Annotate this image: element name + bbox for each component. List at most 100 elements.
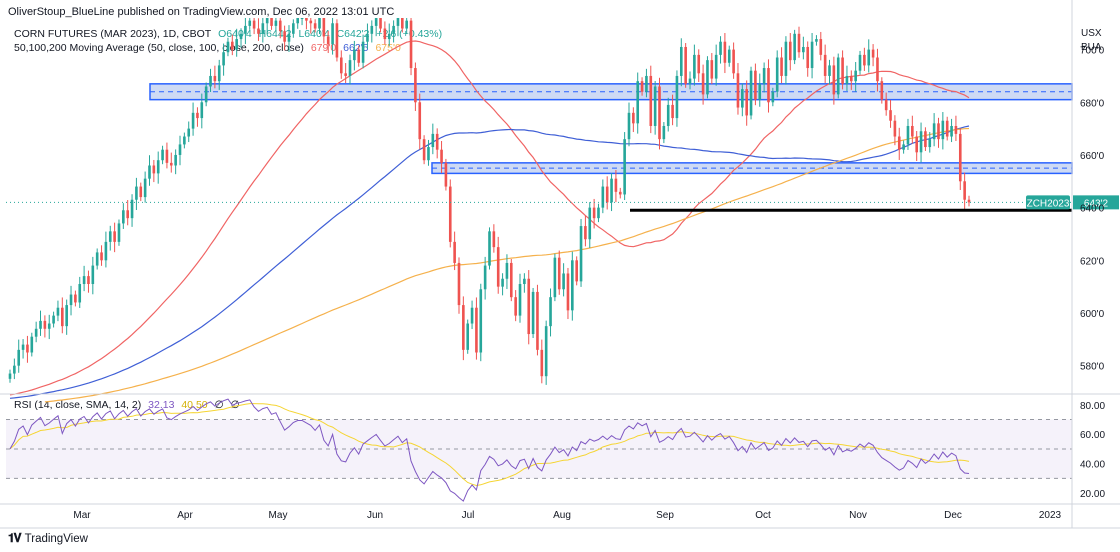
candle: [453, 231, 456, 271]
candle: [335, 19, 339, 62]
candle: [156, 151, 160, 184]
candle-body: [706, 60, 709, 95]
candle-body: [61, 307, 64, 327]
symbol-tag: [1026, 195, 1070, 210]
candle-body: [649, 75, 653, 126]
candle: [732, 42, 735, 79]
candle-body: [126, 210, 130, 219]
candle: [584, 215, 587, 247]
candle-body: [379, 18, 382, 29]
ma50-value: 679'0: [310, 42, 337, 54]
candle: [540, 339, 544, 384]
candle-body: [104, 241, 108, 261]
candle: [13, 358, 16, 380]
candle-body: [222, 52, 225, 66]
candle-body: [65, 305, 68, 327]
candle: [47, 314, 51, 340]
candle-body: [457, 262, 461, 306]
candle: [235, 28, 238, 57]
candle-body: [43, 320, 47, 329]
candle: [693, 44, 696, 86]
candle-body: [191, 112, 195, 129]
candle-body: [496, 247, 500, 287]
candle-body: [754, 70, 757, 100]
time-tick-label: Jul: [462, 510, 475, 521]
candle-body: [366, 33, 369, 42]
candle-body: [261, 23, 265, 34]
rsi-tick-label: 60.00: [1080, 430, 1105, 441]
candle: [928, 132, 932, 153]
candle: [553, 253, 557, 302]
tradingview-logo[interactable]: 𝟏𝐕 TradingView: [8, 531, 88, 546]
time-tick-label: Apr: [177, 510, 193, 521]
candle-body: [775, 57, 779, 92]
candle-body: [540, 349, 544, 377]
candle: [196, 107, 199, 127]
candle: [326, 30, 330, 54]
candle-body: [204, 86, 208, 103]
candle: [706, 56, 709, 99]
candle: [82, 265, 86, 292]
candle: [409, 18, 413, 76]
candle: [876, 48, 879, 92]
candle: [488, 227, 491, 270]
candle: [457, 257, 461, 314]
candle: [780, 47, 783, 84]
candle: [788, 33, 792, 71]
candle-body: [518, 284, 522, 316]
ma100-line: [9, 125, 970, 399]
candle-body: [876, 57, 879, 82]
candle-body: [483, 265, 487, 290]
candle-body: [217, 65, 221, 82]
candle-body: [710, 60, 714, 79]
time-tick-label: Oct: [755, 510, 771, 521]
candle-body: [863, 54, 866, 66]
candle-body: [762, 68, 766, 84]
last-price-tag: [1073, 195, 1119, 210]
candle-body: [701, 73, 705, 95]
candle: [614, 169, 618, 203]
candle-body: [148, 165, 151, 179]
candle-body: [313, 23, 317, 29]
candle-body: [571, 260, 574, 311]
candle: [762, 62, 766, 93]
candle-body: [374, 18, 378, 26]
candle: [658, 77, 661, 150]
candle-body: [322, 18, 326, 37]
candle-body: [954, 125, 958, 134]
candle: [806, 41, 810, 77]
candle-body: [658, 86, 661, 140]
candle: [675, 70, 679, 127]
candle: [863, 47, 866, 71]
candle: [632, 107, 635, 133]
candle-body: [17, 349, 21, 366]
rsi-line: [9, 398, 970, 502]
candle-body: [854, 70, 857, 82]
candle-body: [200, 102, 204, 119]
candle: [950, 118, 953, 143]
rsi-value: 32.13: [148, 399, 175, 411]
candle: [161, 145, 164, 165]
candle: [387, 23, 391, 47]
candle: [754, 63, 757, 106]
candle-body: [462, 305, 465, 350]
candle: [265, 18, 269, 34]
candle: [845, 65, 849, 91]
candle: [544, 320, 548, 385]
candle-body: [919, 131, 923, 153]
candle: [571, 251, 574, 321]
candle: [897, 127, 901, 160]
candle-body: [257, 28, 260, 34]
publish-info: OliverStoup_BlueLine published on Tradin…: [8, 6, 395, 18]
time-tick-label: Sep: [656, 510, 674, 521]
candle: [313, 19, 317, 33]
candle-body: [357, 49, 361, 63]
candle: [941, 112, 945, 150]
candle: [174, 149, 177, 175]
candle: [758, 73, 762, 107]
candle-body: [523, 278, 526, 285]
candle: [636, 72, 640, 134]
candle: [183, 132, 186, 149]
candle-body: [671, 104, 674, 119]
